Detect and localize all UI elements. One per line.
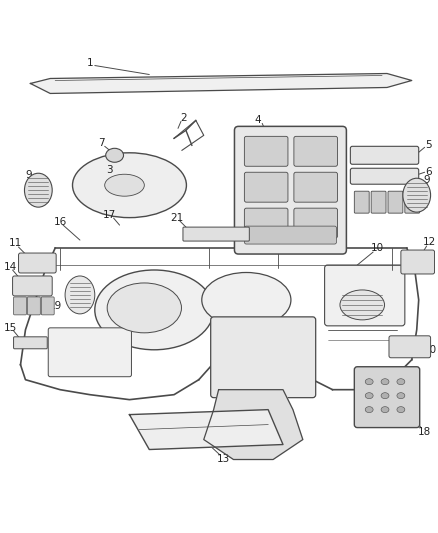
Text: 9: 9 [25,170,32,180]
Text: 4: 4 [255,115,261,125]
FancyBboxPatch shape [294,136,338,166]
Ellipse shape [365,393,373,399]
Polygon shape [30,74,412,93]
FancyBboxPatch shape [350,147,419,164]
Ellipse shape [105,174,145,196]
FancyBboxPatch shape [371,191,386,213]
FancyBboxPatch shape [244,136,288,166]
FancyBboxPatch shape [350,168,419,184]
Ellipse shape [365,379,373,385]
Text: 14: 14 [4,262,17,272]
Ellipse shape [340,290,385,320]
Ellipse shape [397,393,405,399]
FancyBboxPatch shape [183,227,249,241]
Ellipse shape [381,379,389,385]
Polygon shape [204,390,303,459]
Text: 5: 5 [425,140,432,150]
FancyBboxPatch shape [244,226,336,244]
FancyBboxPatch shape [18,253,56,273]
Text: 12: 12 [423,237,436,247]
Ellipse shape [202,272,291,327]
FancyBboxPatch shape [401,250,434,274]
Text: 21: 21 [170,213,184,223]
FancyBboxPatch shape [325,265,405,326]
FancyBboxPatch shape [14,337,47,349]
Text: 10: 10 [371,243,384,253]
FancyBboxPatch shape [388,191,403,213]
FancyBboxPatch shape [28,297,40,315]
FancyBboxPatch shape [41,297,54,315]
FancyBboxPatch shape [405,191,420,213]
Text: 3: 3 [106,165,113,175]
Text: 2: 2 [180,114,187,123]
Polygon shape [130,410,283,449]
Text: 13: 13 [217,455,230,464]
Text: 1: 1 [87,58,93,68]
FancyBboxPatch shape [211,317,316,398]
Text: 17: 17 [103,210,116,220]
Ellipse shape [381,393,389,399]
FancyBboxPatch shape [354,191,369,213]
Ellipse shape [73,153,187,217]
FancyBboxPatch shape [294,172,338,202]
Ellipse shape [95,270,214,350]
Ellipse shape [397,379,405,385]
Ellipse shape [397,407,405,413]
Ellipse shape [107,283,181,333]
Ellipse shape [365,407,373,413]
FancyBboxPatch shape [389,336,431,358]
FancyBboxPatch shape [13,276,52,296]
FancyBboxPatch shape [48,328,131,377]
Text: 19: 19 [49,301,62,311]
Ellipse shape [381,407,389,413]
Text: 11: 11 [9,238,22,248]
Ellipse shape [106,148,124,162]
FancyBboxPatch shape [244,172,288,202]
Ellipse shape [65,276,95,314]
FancyBboxPatch shape [354,367,420,427]
FancyBboxPatch shape [244,208,288,238]
Text: 15: 15 [4,323,17,333]
FancyBboxPatch shape [14,297,26,315]
Text: 16: 16 [53,217,67,227]
Text: 9: 9 [423,175,430,185]
Ellipse shape [403,178,431,212]
FancyBboxPatch shape [294,208,338,238]
Text: 7: 7 [99,139,105,148]
Text: 8: 8 [413,191,420,201]
Text: 18: 18 [418,426,431,437]
Ellipse shape [25,173,52,207]
FancyBboxPatch shape [234,126,346,254]
Text: 20: 20 [423,345,436,355]
Text: 6: 6 [425,167,432,177]
